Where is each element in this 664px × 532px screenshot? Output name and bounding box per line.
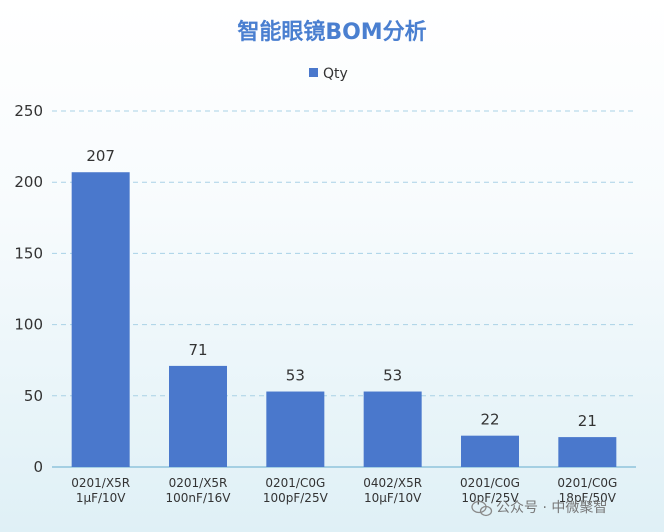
data-label: 53	[383, 367, 402, 385]
x-tick-label: 0201/C0G	[460, 476, 520, 490]
wechat-icon	[471, 500, 493, 517]
watermark-text: 公众号 · 中微聚智	[496, 500, 607, 516]
y-tick-label: 100	[14, 316, 43, 334]
bar	[266, 391, 325, 467]
data-labels: 207 71 53 53 22 21	[86, 147, 597, 430]
y-tick-label: 250	[14, 102, 43, 120]
bars	[71, 172, 617, 467]
data-label: 207	[86, 147, 115, 165]
data-label: 22	[480, 411, 499, 429]
legend: Qty	[309, 66, 348, 82]
data-label: 71	[188, 341, 207, 359]
data-label: 21	[578, 412, 597, 430]
bar	[71, 172, 130, 467]
x-tick-label: 0201/C0G	[265, 476, 325, 490]
x-tick-label: 0201/X5R	[169, 476, 228, 490]
x-tick-label: 0201/C0G	[557, 476, 617, 490]
data-label: 53	[286, 367, 305, 385]
x-tick-label: 0201/X5R	[71, 476, 130, 490]
bar	[169, 365, 227, 467]
bar	[363, 391, 422, 467]
x-tick-label: 0402/X5R	[363, 476, 422, 490]
y-tick-label: 200	[14, 173, 43, 191]
y-axis: 0 50 100 150 200 250	[14, 102, 43, 476]
chart-title: 智能眼镜BOM分析	[237, 19, 426, 45]
bar	[461, 435, 519, 467]
y-tick-label: 0	[33, 458, 43, 476]
x-tick-label: 18pF/50V	[559, 491, 617, 505]
x-tick-label: 100nF/16V	[166, 491, 232, 505]
x-tick-label: 10μF/10V	[364, 491, 422, 505]
legend-label: Qty	[323, 66, 348, 82]
watermark: 公众号 · 中微聚智	[471, 500, 607, 517]
bar	[558, 437, 617, 467]
legend-swatch	[309, 68, 318, 77]
x-tick-label: 1μF/10V	[76, 491, 126, 505]
gridlines	[52, 110, 636, 468]
x-axis: 0201/X5R1μF/10V0201/X5R100nF/16V0201/C0G…	[71, 476, 617, 505]
y-tick-label: 150	[14, 244, 43, 262]
y-tick-label: 50	[24, 387, 43, 405]
x-tick-label: 100pF/25V	[263, 491, 329, 505]
